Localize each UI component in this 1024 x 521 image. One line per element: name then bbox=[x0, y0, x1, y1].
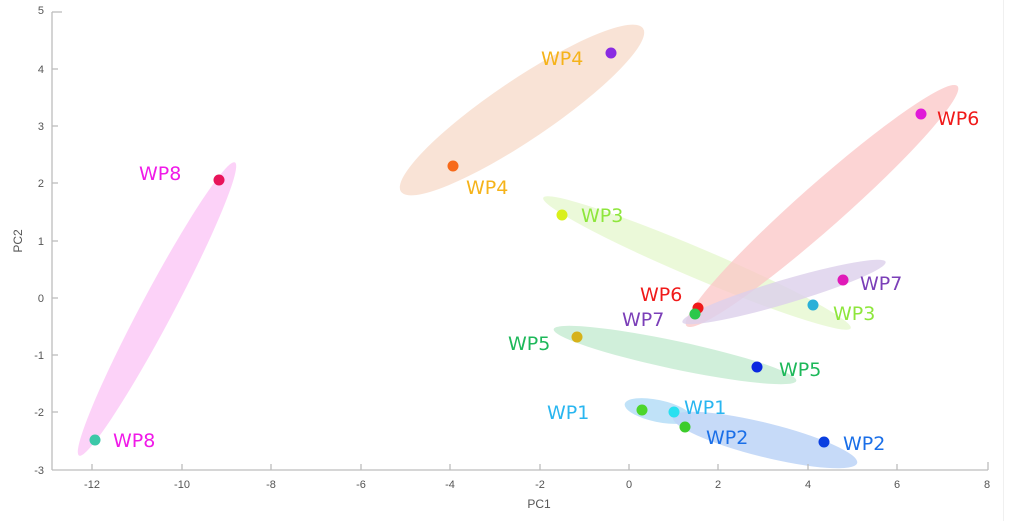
y-tick-label: 2 bbox=[38, 178, 44, 190]
label-wp1-a: WP1 bbox=[547, 402, 589, 424]
label-wp6-b: WP6 bbox=[640, 284, 682, 306]
y-tick-label: 1 bbox=[38, 236, 44, 248]
point-wp7-a bbox=[837, 274, 849, 286]
label-wp3-a: WP3 bbox=[581, 205, 623, 227]
x-tick-label: -12 bbox=[84, 479, 100, 491]
ellipse-wp8 bbox=[77, 162, 237, 456]
label-wp4-b: WP4 bbox=[466, 177, 508, 199]
label-wp5-a: WP5 bbox=[508, 333, 550, 355]
label-wp8-b: WP8 bbox=[113, 430, 155, 452]
point-wp7-b bbox=[689, 308, 701, 320]
point-wp1-b bbox=[668, 406, 680, 418]
axes bbox=[51, 11, 989, 471]
ellipse-wp7 bbox=[682, 259, 886, 325]
y-tick-label: 4 bbox=[38, 64, 44, 76]
x-tick-label: -4 bbox=[445, 479, 455, 491]
point-wp1-a bbox=[636, 404, 648, 416]
ellipse-wp6 bbox=[685, 84, 959, 328]
y-tick-label: 5 bbox=[38, 5, 44, 17]
image-edge-line bbox=[1003, 0, 1004, 521]
y-tick-label: -3 bbox=[34, 465, 44, 477]
x-tick-label: -2 bbox=[535, 479, 545, 491]
label-wp2-a: WP2 bbox=[706, 427, 748, 449]
x-tick-label: 2 bbox=[715, 479, 721, 491]
point-wp4-b bbox=[447, 160, 459, 172]
point-wp2-b bbox=[818, 436, 830, 448]
x-tick-labels: -12 -10 -8 -6 -4 -2 0 2 4 6 8 bbox=[84, 479, 990, 491]
y-tick-labels: 5 4 3 2 1 0 -1 -2 -3 bbox=[34, 5, 44, 477]
label-wp6-a: WP6 bbox=[937, 108, 979, 130]
x-tick-label: 4 bbox=[805, 479, 811, 491]
label-wp7-a: WP7 bbox=[860, 273, 902, 295]
label-wp7-b: WP7 bbox=[622, 309, 664, 331]
x-tick-label: -8 bbox=[266, 479, 276, 491]
point-wp2-a bbox=[679, 421, 691, 433]
ellipses bbox=[77, 24, 959, 469]
point-wp3-a bbox=[556, 209, 568, 221]
point-wp5-a bbox=[571, 331, 583, 343]
point-wp8-b bbox=[89, 434, 101, 446]
x-tick-label: -6 bbox=[356, 479, 366, 491]
point-labels: WP8 WP8 WP4 WP4 WP3 WP3 WP6 WP6 WP7 WP7 … bbox=[113, 48, 979, 455]
y-tick-label: -2 bbox=[34, 407, 44, 419]
label-wp3-b: WP3 bbox=[833, 303, 875, 325]
label-wp4-a: WP4 bbox=[541, 48, 583, 70]
y-tick-label: -1 bbox=[34, 350, 44, 362]
point-wp3-b bbox=[807, 299, 819, 311]
label-wp8-a: WP8 bbox=[139, 163, 181, 185]
point-wp8-a bbox=[213, 174, 225, 186]
y-tick-label: 0 bbox=[38, 293, 44, 305]
label-wp2-b: WP2 bbox=[843, 433, 885, 455]
label-wp1-b: WP1 bbox=[684, 397, 726, 419]
point-wp6-a bbox=[915, 108, 927, 120]
y-tick-label: 3 bbox=[38, 121, 44, 133]
data-points bbox=[89, 47, 927, 448]
label-wp5-b: WP5 bbox=[779, 359, 821, 381]
x-tick-label: -10 bbox=[174, 479, 190, 491]
x-axis-title: PC1 bbox=[527, 497, 551, 511]
x-tick-label: 6 bbox=[894, 479, 900, 491]
ellipse-wp2 bbox=[672, 411, 858, 469]
x-tick-label: 0 bbox=[626, 479, 632, 491]
point-wp5-b bbox=[751, 361, 763, 373]
y-axis-title: PC2 bbox=[11, 229, 25, 253]
ellipse-wp5 bbox=[553, 325, 797, 385]
point-wp4-a bbox=[605, 47, 617, 59]
x-tick-label: 8 bbox=[984, 479, 990, 491]
ellipse-wp4 bbox=[399, 24, 645, 196]
